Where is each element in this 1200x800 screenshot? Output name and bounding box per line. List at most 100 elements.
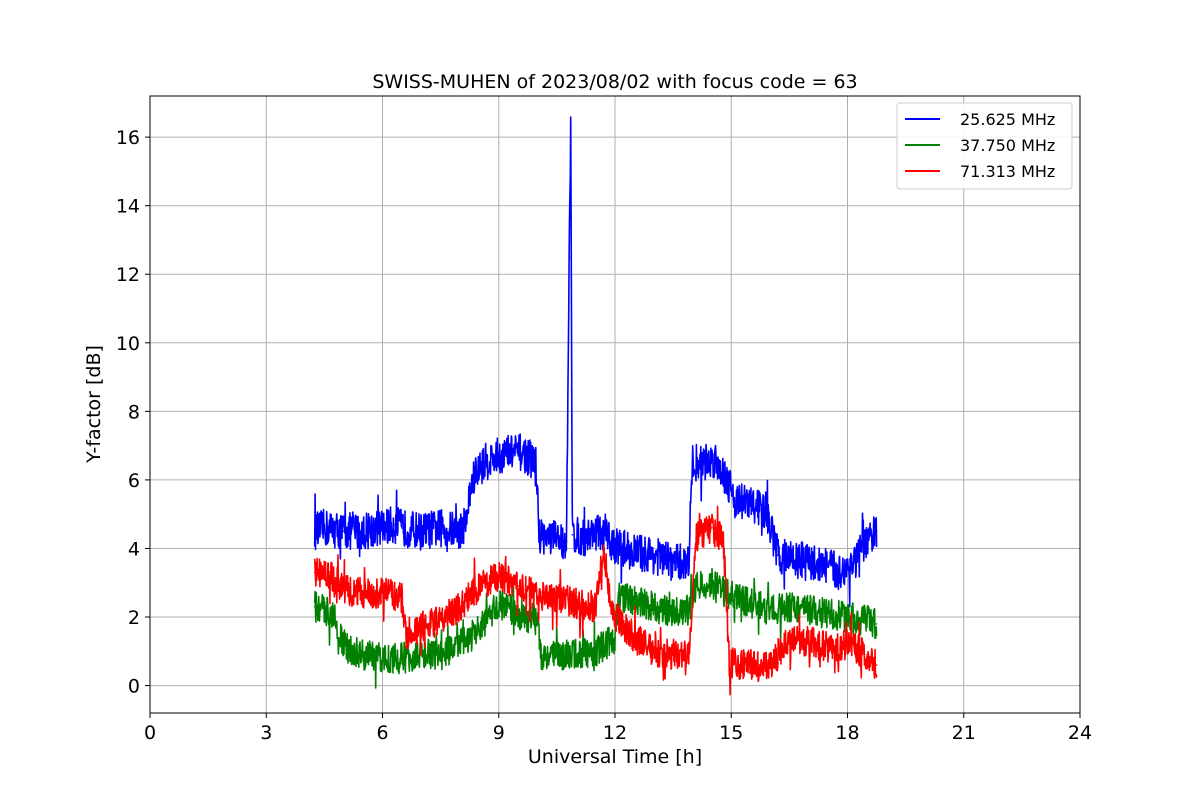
data-point — [602, 544, 605, 546]
data-point — [538, 534, 541, 536]
x-tick-label: 21 — [952, 722, 976, 744]
data-point — [653, 605, 655, 608]
data-point — [343, 647, 345, 649]
data-point — [846, 616, 849, 618]
y-tick-label: 14 — [116, 196, 140, 218]
data-point — [517, 585, 519, 587]
legend-entry: 25.625 MHz — [960, 110, 1055, 129]
data-point — [556, 653, 558, 656]
data-point — [769, 667, 771, 670]
data-point — [313, 571, 316, 574]
data-point — [313, 530, 316, 533]
y-tick-label: 4 — [128, 538, 140, 560]
series-0 — [313, 116, 878, 608]
data-point — [556, 595, 558, 598]
data-point — [687, 653, 690, 656]
data-point — [343, 588, 345, 591]
chart-title: SWISS-MUHEN of 2023/08/02 with focus cod… — [372, 71, 857, 93]
x-tick-label: 9 — [493, 722, 505, 744]
data-point — [323, 527, 326, 529]
data-point — [653, 554, 655, 557]
data-point — [405, 633, 407, 635]
data-point — [749, 664, 752, 666]
data-point — [691, 462, 694, 464]
x-tick-label: 24 — [1068, 722, 1092, 744]
data-point — [728, 660, 731, 663]
data-point — [536, 595, 539, 598]
data-point — [711, 581, 713, 584]
data-point — [362, 653, 364, 656]
data-point — [844, 568, 847, 570]
x-axis-label: Universal Time [h] — [528, 746, 702, 768]
data-point — [738, 664, 740, 666]
data-point — [323, 571, 326, 574]
data-point — [726, 479, 729, 481]
y-axis-ticks: 0 2 4 6 8 10 12 14 16 — [116, 127, 150, 698]
y-tick-label: 2 — [128, 607, 140, 629]
data-point — [614, 544, 616, 546]
data-point — [470, 482, 473, 485]
data-point — [362, 530, 364, 533]
y-tick-label: 16 — [116, 127, 140, 149]
data-point — [687, 561, 690, 563]
data-point — [633, 636, 636, 639]
data-point — [837, 571, 839, 574]
data-point — [521, 451, 523, 454]
data-point — [730, 595, 733, 598]
data-point — [788, 640, 791, 642]
data-point — [827, 612, 829, 615]
data-point — [375, 527, 378, 529]
data-point — [633, 551, 636, 553]
data-point — [482, 462, 485, 464]
x-tick-label: 3 — [260, 722, 272, 744]
x-tick-label: 12 — [603, 722, 627, 744]
data-point — [618, 595, 620, 598]
data-point — [594, 530, 597, 533]
data-point — [333, 578, 335, 581]
data-point — [343, 530, 345, 533]
data-point — [653, 650, 655, 653]
series-1 — [313, 567, 878, 689]
data-point — [439, 653, 442, 656]
data-point — [808, 561, 810, 563]
x-axis-ticks: 0 3 6 9 12 15 18 21 24 — [144, 713, 1092, 744]
legend: 25.625 MHz 37.750 MHz 71.313 MHz — [896, 102, 1073, 190]
y-tick-label: 10 — [116, 333, 140, 355]
data-point — [672, 653, 674, 656]
data-point — [565, 540, 568, 543]
data-point — [866, 653, 868, 656]
data-point — [381, 527, 384, 529]
data-point — [498, 455, 500, 457]
data-point — [478, 585, 481, 587]
data-point — [695, 537, 698, 539]
data-point — [459, 643, 461, 646]
data-point — [734, 499, 736, 502]
x-tick-label: 15 — [719, 722, 743, 744]
data-point — [703, 462, 705, 464]
x-tick-label: 6 — [376, 722, 388, 744]
data-point — [594, 605, 597, 608]
data-point — [313, 605, 316, 608]
data-point — [552, 537, 554, 539]
series-line — [313, 116, 878, 608]
data-point — [323, 609, 326, 611]
data-point — [540, 653, 543, 656]
data-point — [695, 585, 698, 587]
data-point — [788, 605, 791, 608]
series-line — [313, 567, 878, 689]
data-point — [583, 537, 585, 539]
data-point — [866, 540, 868, 543]
data-point — [633, 599, 636, 601]
data-point — [509, 451, 512, 454]
data-point — [765, 510, 767, 512]
data-point — [749, 503, 752, 505]
data-point — [381, 657, 384, 659]
data-point — [534, 462, 537, 464]
y-tick-label: 6 — [128, 470, 140, 492]
data-point — [401, 595, 403, 598]
data-point — [866, 619, 868, 622]
data-point — [854, 561, 857, 563]
data-point — [401, 527, 403, 529]
data-point — [478, 629, 481, 632]
